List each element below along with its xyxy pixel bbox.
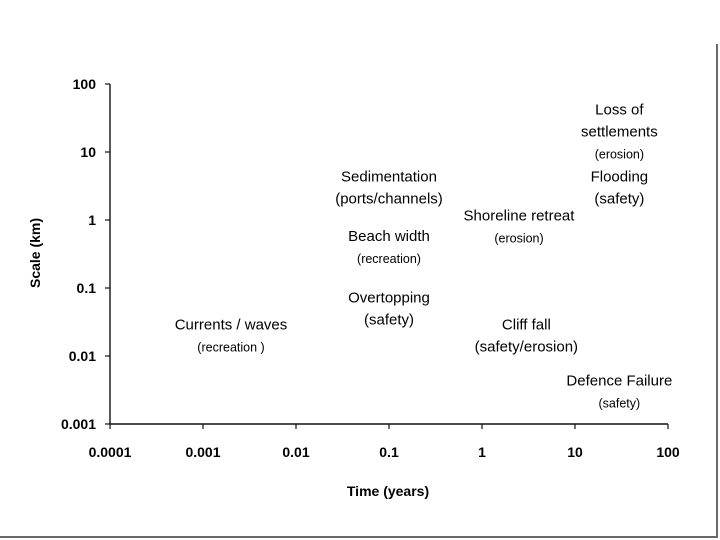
annotation-sublabel: (erosion) [595,148,644,162]
x-axis-title: Time (years) [347,483,429,499]
annotation-sublabel: (safety) [594,191,644,208]
annotation-label: Defence Failure [566,373,672,390]
annotation: Flooding (safety) [591,169,649,208]
tick-labels: 0.001 0.01 0.1 1 10 100 0.0001 0.001 0.01 0.1 1 10 1… [61,76,680,460]
annotation-sublabel: (ports/channels) [335,191,443,208]
x-tick-label: 0.01 [282,444,309,460]
axes [105,83,669,429]
annotation: Sedimentation (ports/channels) [335,169,443,208]
y-tick-label: 10 [80,144,96,160]
annotation-label: Cliff fall [502,317,551,334]
annotation-sublabel: (recreation ) [197,341,264,355]
annotation: Cliff fall (safety/erosion) [475,317,578,356]
annotation-sublabel: (safety) [364,311,414,328]
x-tick-label: 0.0001 [89,444,132,460]
annotation-sublabel: (safety/erosion) [475,339,578,356]
annotation-label: Shoreline retreat [464,208,576,225]
x-tick-label: 10 [567,444,583,460]
annotation-sublabel: (erosion) [494,232,543,246]
annotation: Shoreline retreat (erosion) [464,208,576,246]
x-tick-label: 100 [656,444,680,460]
annotation-label: Loss of [595,102,644,119]
x-tick-label: 0.001 [185,444,220,460]
annotation: Overtopping (safety) [348,289,430,328]
annotation-sublabel: (safety) [599,397,641,411]
y-axis-title: Scale (km) [27,218,43,288]
chart-frame [0,44,718,538]
annotation: Currents / waves (recreation ) [175,317,288,355]
y-tick-label: 1 [88,212,96,228]
annotation-label: Sedimentation [341,169,437,186]
x-tick-label: 1 [478,444,486,460]
y-tick-label: 0.01 [69,348,96,364]
y-tick-label: 100 [73,76,97,92]
annotation-label: Currents / waves [175,317,288,334]
annotation-label: settlements [581,124,658,141]
annotation: Beach width (recreation) [348,228,430,266]
annotations: Loss of settlements (erosion) Flooding (safe… [175,102,673,411]
annotation: Defence Failure (safety) [566,373,672,411]
annotation: Loss of settlements (erosion) [581,102,658,162]
annotation-sublabel: (recreation) [357,252,421,266]
annotation-label: Beach width [348,228,430,245]
annotation-label: Overtopping [348,289,430,306]
y-tick-label: 0.001 [61,416,96,432]
x-tick-label: 0.1 [379,444,399,460]
annotation-label: Flooding [591,169,649,186]
y-tick-label: 0.1 [77,280,97,296]
